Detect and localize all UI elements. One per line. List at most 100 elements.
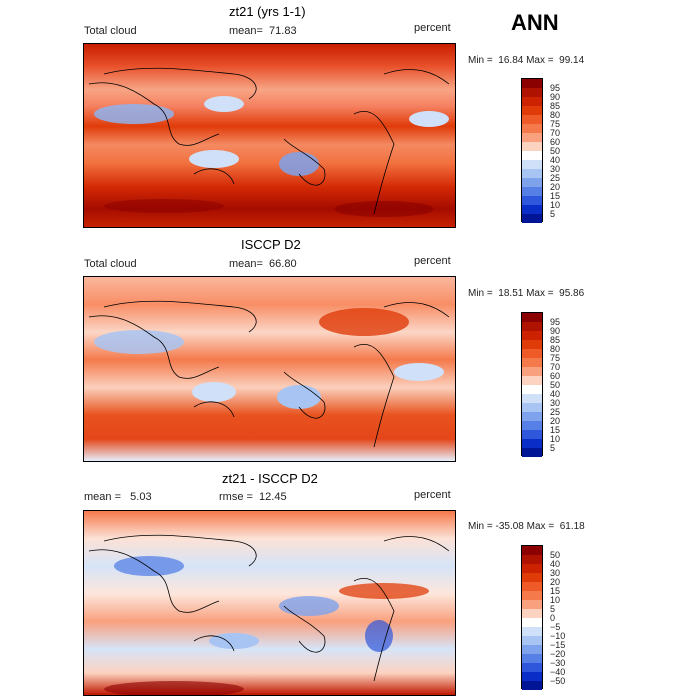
panel1-colorbar-tick: 25 [550, 173, 561, 183]
panel2-colorbar-tick: 80 [550, 344, 561, 354]
panel2-minmax-label: Min = 18.51 Max = 95.86 [468, 288, 585, 299]
panel1-colorbar-tick: 30 [550, 164, 561, 174]
panel1-colorbar-tick: 70 [550, 128, 561, 138]
panel3-negative-anomaly [114, 556, 184, 576]
panel3-colorbar [521, 545, 543, 690]
panel1-colorbar-swatch [522, 187, 542, 196]
panel2-high-cloud-patch [319, 308, 409, 336]
panel2-colorbar-tick: 70 [550, 362, 561, 372]
panel3-minmax-label: Min = -35.08 Max = 61.18 [468, 521, 585, 532]
panel1-colorbar-tick: 50 [550, 146, 561, 156]
panel1-low-cloud-patch [204, 96, 244, 112]
panel2-mean-label: mean= 66.80 [229, 258, 297, 270]
panel1-colorbar-tick: 85 [550, 101, 561, 111]
panel1-colorbar-swatch [522, 115, 542, 124]
panel3-colorbar-tick: 0 [550, 613, 556, 623]
panel1-colorbar-swatch [522, 169, 542, 178]
panel3-colorbar-swatch [522, 546, 542, 555]
panel1-colorbar-tick: 5 [550, 209, 556, 219]
panel2-colorbar-tick: 60 [550, 371, 561, 381]
panel3-coastlines [88, 534, 450, 682]
panel3-colorbar-tick: 50 [550, 550, 561, 560]
panel1-colorbar-swatch [522, 178, 542, 187]
panel2-colorbar-tick: 40 [550, 389, 561, 399]
panel2-colorbar-swatch [522, 313, 542, 322]
panel1-colorbar-tick: 10 [550, 200, 561, 210]
panel2-low-cloud-patch [192, 382, 236, 402]
panel2-colorbar-swatch [522, 367, 542, 376]
panel1-colorbar-tick: 75 [550, 119, 561, 129]
panel3-colorbar-tick: −50 [550, 676, 566, 686]
panel3-colorbar-swatch [522, 582, 542, 591]
panel3-colorbar-swatch [522, 609, 542, 618]
panel3-colorbar-swatch [522, 654, 542, 663]
panel3-colorbar-swatch [522, 663, 542, 672]
panel1-low-cloud-patch [189, 150, 239, 168]
panel3-colorbar-tick: 40 [550, 559, 561, 569]
panel2-colorbar-swatch [522, 448, 542, 457]
panel1-high-cloud-band [104, 199, 224, 213]
panel1-colorbar-tick: 80 [550, 110, 561, 120]
panel3-colorbar-tick: −20 [550, 649, 566, 659]
panel1-variable-label: Total cloud [84, 25, 137, 37]
panel3-field-base [84, 511, 455, 695]
panel1-colorbar-swatch [522, 151, 542, 160]
panel3-mean-label: mean = 5.03 [84, 491, 152, 503]
panel3-negative-anomaly [279, 596, 339, 616]
panel2-colorbar-swatch [522, 322, 542, 331]
panel1-colorbar-swatch [522, 88, 542, 97]
panel1-map-field [84, 44, 455, 227]
panel1-colorbar [521, 78, 543, 223]
panel3-colorbar-swatch [522, 555, 542, 564]
panel2-colorbar-tick: 85 [550, 335, 561, 345]
panel1-minmax-label: Min = 16.84 Max = 99.14 [468, 55, 585, 66]
panel1-colorbar-tick: 90 [550, 92, 561, 102]
panel1-coastlines [88, 67, 450, 215]
panel2-map [83, 276, 456, 462]
panel3-positive-anomaly [339, 583, 429, 599]
panel2-colorbar-swatch [522, 385, 542, 394]
panel2-colorbar-tick: 50 [550, 380, 561, 390]
panel3-negative-anomaly [209, 633, 259, 649]
panel1-colorbar-tick: 40 [550, 155, 561, 165]
panel2-colorbar-swatch [522, 421, 542, 430]
panel2-colorbar-tick: 20 [550, 416, 561, 426]
panel2-colorbar-swatch [522, 358, 542, 367]
panel2-field-base [84, 277, 455, 461]
panel3-colorbar-tick: −15 [550, 640, 566, 650]
panel2-colorbar-swatch [522, 331, 542, 340]
panel2-colorbar-tick: 25 [550, 407, 561, 417]
panel2-low-cloud-patch [277, 385, 321, 409]
panel3-colorbar-swatch [522, 672, 542, 681]
panel2-colorbar-swatch [522, 394, 542, 403]
panel2-colorbar-tick: 75 [550, 353, 561, 363]
panel3-colorbar-swatch [522, 645, 542, 654]
panel3-colorbar-swatch [522, 591, 542, 600]
panel2-colorbar-tick: 30 [550, 398, 561, 408]
panel3-colorbar-swatch [522, 636, 542, 645]
panel3-title: zt21 - ISCCP D2 [222, 471, 318, 486]
panel1-colorbar-swatch [522, 142, 542, 151]
panel2-map-field [84, 277, 455, 461]
panel1-colorbar-swatch [522, 106, 542, 115]
panel3-colorbar-tick: −40 [550, 667, 566, 677]
panel1-colorbar-tick: 95 [550, 83, 561, 93]
panel1-units-label: percent [414, 22, 451, 34]
panel2-colorbar-tick: 15 [550, 425, 561, 435]
panel3-colorbar-tick: 5 [550, 604, 556, 614]
panel2-colorbar-swatch [522, 403, 542, 412]
panel3-map-field [84, 511, 455, 695]
panel2-colorbar-swatch [522, 340, 542, 349]
panel1-title: zt21 (yrs 1-1) [229, 4, 306, 19]
panel1-colorbar-swatch [522, 79, 542, 88]
panel2-colorbar-tick: 5 [550, 443, 556, 453]
panel1-map [83, 43, 456, 228]
panel1-colorbar-swatch [522, 214, 542, 223]
panel2-colorbar-swatch [522, 376, 542, 385]
panel3-colorbar-tick: −10 [550, 631, 566, 641]
panel3-units-label: percent [414, 489, 451, 501]
panel2-colorbar-swatch [522, 349, 542, 358]
panel2-colorbar [521, 312, 543, 457]
panel3-colorbar-swatch [522, 627, 542, 636]
panel1-colorbar-swatch [522, 133, 542, 142]
